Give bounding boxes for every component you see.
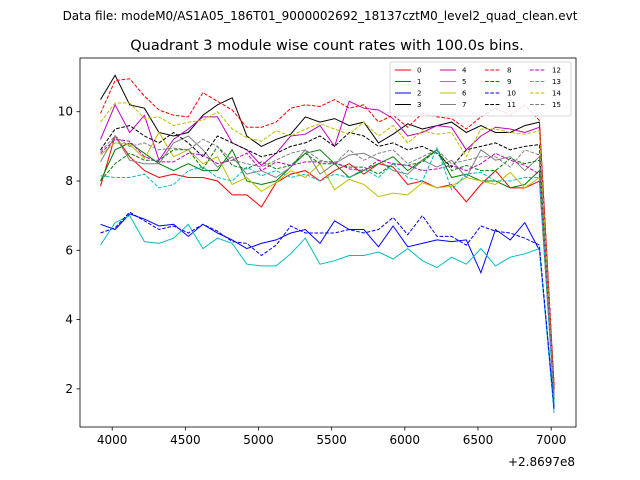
y-tick-label: 4 xyxy=(65,313,73,327)
x-tick-label: 4000 xyxy=(97,433,128,447)
series-line-4 xyxy=(100,100,555,389)
legend-label-3: 3 xyxy=(417,101,421,109)
series-line-10 xyxy=(100,211,555,410)
series-line-13 xyxy=(100,146,555,403)
plot-lines xyxy=(100,74,555,414)
legend-label-12: 12 xyxy=(552,67,561,75)
series-line-2 xyxy=(100,213,555,407)
legend-label-13: 13 xyxy=(552,78,561,86)
x-tick-label: 6500 xyxy=(463,433,494,447)
series-line-6 xyxy=(100,131,555,400)
legend-label-7: 7 xyxy=(462,101,466,109)
legend-label-10: 10 xyxy=(507,90,516,98)
x-offset-label: +2.8697e8 xyxy=(508,455,575,469)
y-tick-label: 10 xyxy=(58,105,73,119)
legend-label-8: 8 xyxy=(507,67,511,75)
chart-title: Quadrant 3 module wise count rates with … xyxy=(130,38,524,54)
x-tick-label: 4500 xyxy=(170,433,201,447)
x-tick-label: 6000 xyxy=(390,433,421,447)
legend-label-0: 0 xyxy=(417,67,421,75)
y-tick-label: 2 xyxy=(65,382,73,396)
series-line-1 xyxy=(100,142,555,396)
legend-label-6: 6 xyxy=(462,90,467,98)
y-tick-label: 6 xyxy=(65,243,73,257)
series-line-15 xyxy=(100,135,555,396)
series-line-9 xyxy=(100,145,555,400)
legend-label-2: 2 xyxy=(417,90,421,98)
legend-label-9: 9 xyxy=(507,78,511,86)
x-tick-label: 5500 xyxy=(316,433,347,447)
legend-label-1: 1 xyxy=(417,78,421,86)
x-tick-label: 7000 xyxy=(536,433,567,447)
legend-label-4: 4 xyxy=(462,67,467,75)
series-line-14 xyxy=(100,102,555,396)
series-line-11 xyxy=(100,125,555,393)
series-line-8 xyxy=(100,78,555,386)
legend-label-15: 15 xyxy=(552,101,561,109)
legend-label-14: 14 xyxy=(552,90,561,98)
x-tick-label: 5000 xyxy=(243,433,274,447)
series-line-7 xyxy=(100,135,555,396)
series-line-3 xyxy=(100,74,555,389)
legend-label-11: 11 xyxy=(507,101,516,109)
series-line-5 xyxy=(100,214,555,414)
plot-frame xyxy=(79,57,577,428)
y-tick-label: 8 xyxy=(65,174,73,188)
chart-suptitle: Data file: modeM0/AS1A05_186T01_90000026… xyxy=(63,9,578,23)
legend-label-5: 5 xyxy=(462,78,466,86)
legend-box xyxy=(389,61,572,117)
